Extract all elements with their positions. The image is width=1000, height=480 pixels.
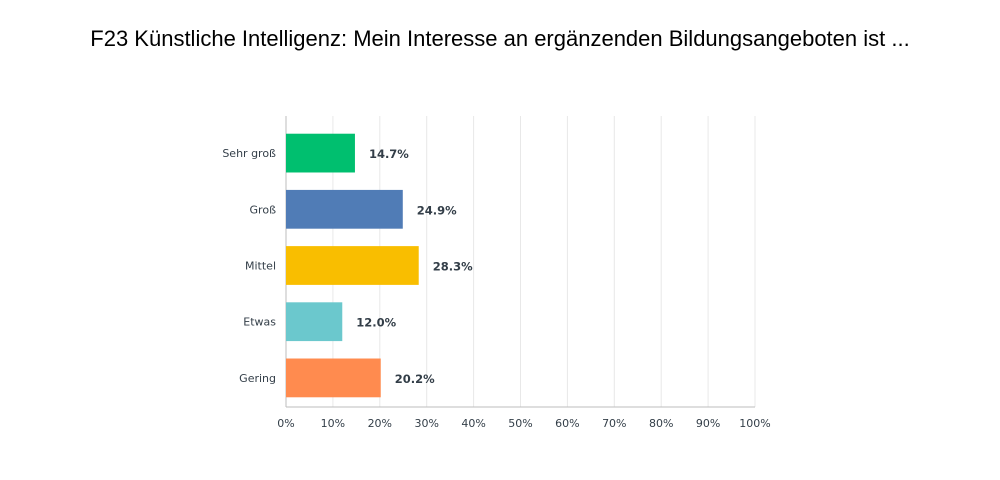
bar — [286, 133, 355, 173]
x-tick-label: 80% — [649, 417, 673, 430]
category-label: Sehr groß — [222, 147, 276, 160]
x-tick-label: 30% — [414, 417, 438, 430]
data-label: 12.0% — [356, 316, 396, 330]
x-tick-label: 20% — [368, 417, 392, 430]
data-label: 28.3% — [433, 260, 473, 274]
x-tick-label: 0% — [277, 417, 294, 430]
category-label: Gering — [239, 372, 276, 385]
data-label: 20.2% — [395, 372, 435, 386]
x-tick-label: 10% — [321, 417, 345, 430]
chart-title: F23 Künstliche Intelligenz: Mein Interes… — [90, 26, 910, 51]
bar — [286, 358, 381, 398]
x-tick-label: 100% — [739, 417, 770, 430]
category-label: Mittel — [245, 260, 276, 273]
bar — [286, 246, 419, 285]
category-label: Etwas — [243, 316, 276, 329]
category-label: Groß — [250, 203, 277, 216]
x-tick-label: 90% — [696, 417, 720, 430]
bar — [286, 302, 343, 342]
bar — [286, 189, 403, 229]
x-tick-label: 70% — [602, 417, 626, 430]
x-tick-label: 50% — [508, 417, 532, 430]
x-tick-label: 40% — [461, 417, 485, 430]
x-tick-label: 60% — [555, 417, 579, 430]
data-label: 24.9% — [417, 203, 457, 217]
data-label: 14.7% — [369, 147, 409, 161]
